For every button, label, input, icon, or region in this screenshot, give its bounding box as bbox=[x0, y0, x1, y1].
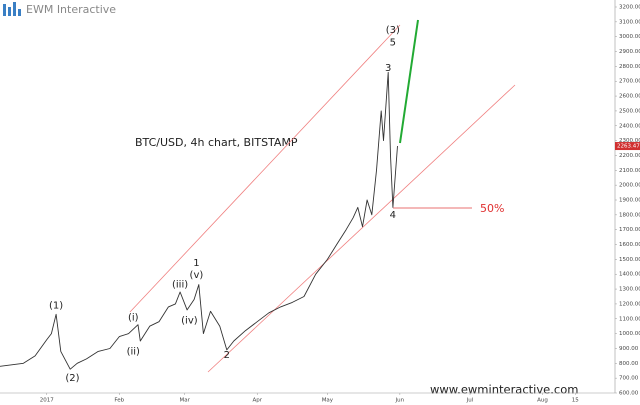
wave-label: 1 bbox=[193, 258, 199, 269]
price-line bbox=[0, 71, 398, 370]
level-label: 50% bbox=[480, 202, 504, 215]
y-tick-label: 1200.00 bbox=[619, 301, 640, 307]
projection-line bbox=[399, 19, 419, 144]
y-tick-label: 800.00 bbox=[619, 361, 639, 367]
wave-label: (3) bbox=[386, 25, 400, 36]
y-tick-label: 1700.00 bbox=[619, 227, 640, 233]
y-tick-label: 2500.00 bbox=[619, 108, 640, 114]
y-tick-label: 3100.00 bbox=[619, 19, 640, 25]
channel-line bbox=[207, 84, 516, 373]
wave-label: (1) bbox=[49, 300, 63, 311]
x-tick-label: Mar bbox=[180, 398, 191, 404]
chart-title: BTC/USD, 4h chart, BITSTAMP bbox=[135, 136, 298, 149]
y-tick-label: 1500.00 bbox=[619, 257, 640, 263]
wave-label: (ii) bbox=[127, 346, 140, 357]
wave-label: 2 bbox=[224, 350, 230, 361]
wave-label: (iv) bbox=[181, 315, 198, 326]
plot: 600.00700.00800.00900.001000.001100.0012… bbox=[0, 5, 640, 404]
y-tick-label: 2800.00 bbox=[619, 64, 640, 70]
wave-label: (i) bbox=[128, 312, 139, 323]
wave-label: 4 bbox=[390, 210, 396, 221]
y-tick-label: 1800.00 bbox=[619, 212, 640, 218]
last-price-tag bbox=[615, 142, 640, 151]
y-tick-label: 2000.00 bbox=[619, 183, 640, 189]
y-tick-label: 3000.00 bbox=[619, 34, 640, 40]
wave-label: 3 bbox=[385, 63, 391, 74]
y-tick-label: 900.00 bbox=[619, 346, 639, 352]
wave-label: (iii) bbox=[172, 280, 188, 291]
footer: www.ewminteractive.com bbox=[430, 383, 578, 397]
x-tick-label: Apr bbox=[252, 398, 262, 404]
y-tick-label: 2600.00 bbox=[619, 94, 640, 100]
wave-label: 5 bbox=[390, 38, 396, 49]
wave-label: (v) bbox=[190, 270, 204, 281]
x-tick-label: Aug bbox=[537, 398, 548, 404]
y-tick-label: 1600.00 bbox=[619, 242, 640, 248]
x-tick-label: Feb bbox=[114, 398, 124, 404]
brand: EWM Interactive bbox=[26, 3, 116, 16]
x-tick-label: May bbox=[322, 398, 334, 404]
y-tick-label: 2200.00 bbox=[619, 153, 640, 159]
channel-line bbox=[129, 24, 401, 313]
wave-label: (2) bbox=[65, 373, 79, 384]
y-tick-label: 2300.00 bbox=[619, 138, 640, 144]
y-tick-label: 1900.00 bbox=[619, 198, 640, 204]
x-tick-label: Jul bbox=[466, 398, 474, 404]
y-tick-label: 1100.00 bbox=[619, 316, 640, 322]
y-tick-label: 1300.00 bbox=[619, 287, 640, 293]
x-tick-label: 15 bbox=[572, 398, 579, 404]
last-price-label: 2263.47 bbox=[617, 144, 640, 150]
y-tick-label: 2900.00 bbox=[619, 49, 640, 55]
x-tick-label: 2017 bbox=[40, 398, 54, 404]
y-tick-label: 1400.00 bbox=[619, 272, 640, 278]
y-tick-label: 3200.00 bbox=[619, 5, 640, 11]
y-tick-label: 2100.00 bbox=[619, 168, 640, 174]
x-tick-label: Jun bbox=[395, 398, 405, 404]
y-tick-label: 2400.00 bbox=[619, 123, 640, 129]
y-tick-label: 2700.00 bbox=[619, 79, 640, 85]
y-tick-label: 700.00 bbox=[619, 376, 639, 382]
y-tick-label: 1000.00 bbox=[619, 331, 640, 337]
y-tick-label: 600.00 bbox=[619, 391, 639, 397]
logo bbox=[3, 2, 21, 16]
